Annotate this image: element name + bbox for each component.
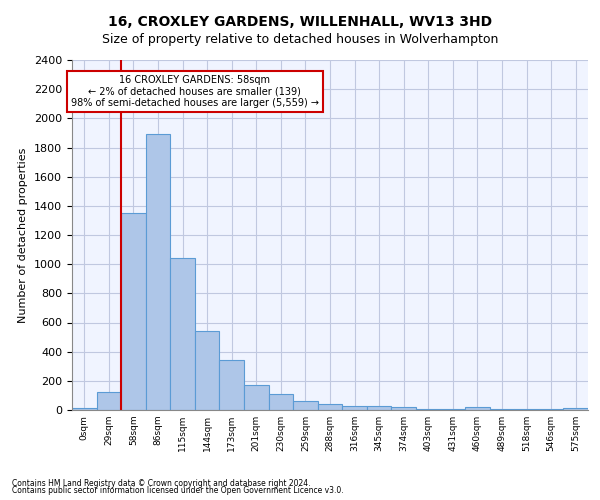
Bar: [465, 407, 490, 410]
Text: 16, CROXLEY GARDENS, WILLENHALL, WV13 3HD: 16, CROXLEY GARDENS, WILLENHALL, WV13 3H…: [108, 15, 492, 29]
Bar: [97, 392, 121, 410]
Bar: [269, 394, 293, 410]
Bar: [121, 213, 146, 410]
Text: Contains public sector information licensed under the Open Government Licence v3: Contains public sector information licen…: [12, 486, 344, 495]
Bar: [146, 134, 170, 410]
Bar: [170, 258, 195, 410]
Bar: [342, 406, 367, 410]
Bar: [367, 406, 391, 410]
Bar: [244, 385, 269, 410]
Bar: [72, 408, 97, 410]
Bar: [293, 400, 318, 410]
Bar: [195, 330, 220, 410]
Bar: [391, 407, 416, 410]
Text: Contains HM Land Registry data © Crown copyright and database right 2024.: Contains HM Land Registry data © Crown c…: [12, 478, 311, 488]
Text: Size of property relative to detached houses in Wolverhampton: Size of property relative to detached ho…: [102, 32, 498, 46]
Y-axis label: Number of detached properties: Number of detached properties: [19, 148, 28, 322]
Bar: [220, 360, 244, 410]
Bar: [318, 404, 342, 410]
Bar: [563, 408, 588, 410]
Text: 16 CROXLEY GARDENS: 58sqm
← 2% of detached houses are smaller (139)
98% of semi-: 16 CROXLEY GARDENS: 58sqm ← 2% of detach…: [71, 74, 319, 108]
